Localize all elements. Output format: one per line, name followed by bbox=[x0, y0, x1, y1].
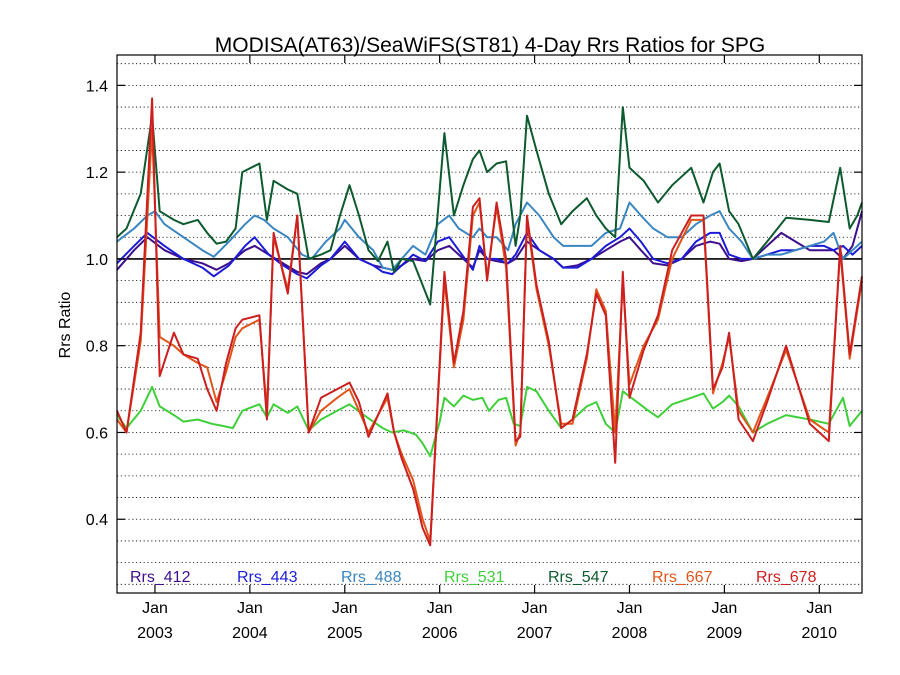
series-line-rrs-531 bbox=[116, 385, 863, 458]
legend: Rrs_412 Rrs_443 Rrs_488 Rrs_531 Rrs_547 Rrs_6… bbox=[130, 569, 817, 586]
series-line-rrs-547 bbox=[116, 106, 863, 306]
y-tick-label: 0.8 bbox=[86, 339, 108, 356]
x-tick-month: Jan bbox=[427, 600, 453, 617]
x-tick-month: Jan bbox=[806, 600, 832, 617]
x-tick-year: 2005 bbox=[327, 625, 363, 642]
legend-entry: Rrs_412 bbox=[130, 569, 191, 586]
x-tick-month: Jan bbox=[617, 600, 643, 617]
y-tick-label: 0.6 bbox=[86, 425, 108, 442]
x-tick-month: Jan bbox=[711, 600, 737, 617]
gridlines bbox=[117, 63, 862, 585]
legend-entry: Rrs_678 bbox=[756, 569, 817, 586]
legend-entry: Rrs_443 bbox=[237, 569, 298, 586]
series-line-rrs-488 bbox=[116, 201, 863, 271]
x-tick-month: Jan bbox=[237, 600, 263, 617]
series-lines bbox=[116, 97, 863, 547]
x-tick-month: Jan bbox=[142, 600, 168, 617]
y-tick-label: 0.4 bbox=[86, 512, 108, 529]
y-axis-ticks: 0.4 0.6 0.8 1.0 1.2 1.4 bbox=[86, 78, 862, 529]
x-tick-month: Jan bbox=[332, 600, 358, 617]
y-tick-label: 1.4 bbox=[86, 78, 108, 95]
y-tick-label: 1.2 bbox=[86, 165, 108, 182]
legend-entry: Rrs_547 bbox=[548, 569, 609, 586]
plot-frame bbox=[116, 54, 863, 594]
x-tick-year: 2006 bbox=[422, 625, 458, 642]
y-tick-label: 1.0 bbox=[86, 252, 108, 269]
series-line-rrs-443 bbox=[116, 227, 863, 280]
x-tick-year: 2008 bbox=[612, 625, 648, 642]
series-line-rrs-667 bbox=[116, 127, 863, 542]
legend-entry: Rrs_488 bbox=[341, 569, 402, 586]
x-tick-year: 2007 bbox=[517, 625, 553, 642]
y-axis-label: Rrs Ratio bbox=[57, 292, 74, 359]
series-line-rrs-678 bbox=[116, 97, 863, 547]
x-tick-month: Jan bbox=[522, 600, 548, 617]
x-tick-year: 2009 bbox=[707, 625, 743, 642]
x-tick-year: 2003 bbox=[137, 625, 173, 642]
x-tick-year: 2004 bbox=[232, 625, 268, 642]
legend-entry: Rrs_667 bbox=[652, 569, 713, 586]
chart-title: MODISA(AT63)/SeaWiFS(ST81) 4-Day Rrs Rat… bbox=[215, 34, 765, 57]
x-tick-year: 2010 bbox=[801, 625, 837, 642]
legend-entry: Rrs_531 bbox=[444, 569, 505, 586]
x-axis-ticks: Jan 2003 Jan 2004 Jan 2005 Jan 2006 Jan 2007 Jan 20… bbox=[137, 55, 837, 642]
